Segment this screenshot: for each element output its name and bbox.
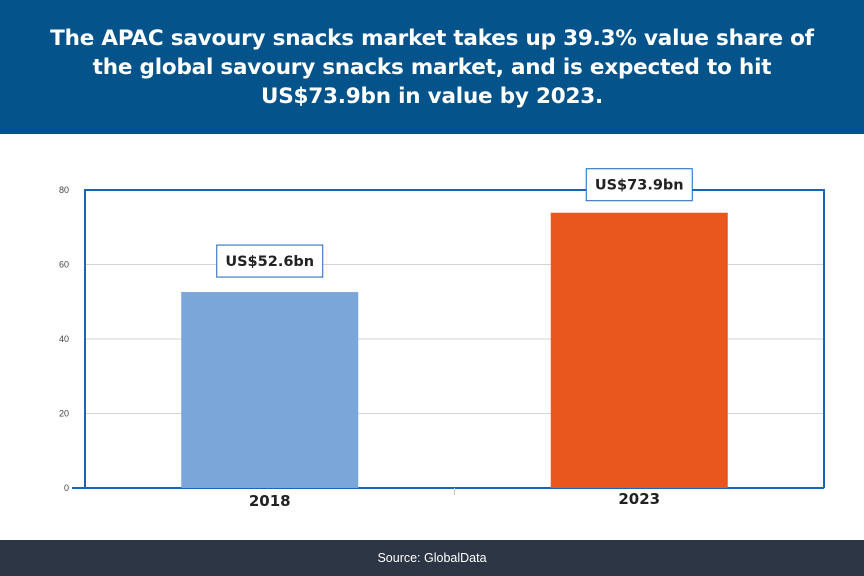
- x-category-label: 2023: [618, 490, 660, 508]
- y-tick-label: 60: [59, 260, 69, 270]
- data-label-box: [216, 244, 324, 278]
- chart-headline: The APAC savoury snacks market takes up …: [50, 25, 814, 109]
- y-tick-label: 20: [59, 409, 69, 419]
- bar-2023: [550, 212, 728, 488]
- data-label-box: [585, 168, 693, 202]
- header-banner: The APAC savoury snacks market takes up …: [0, 0, 864, 134]
- plot-border: [84, 189, 825, 488]
- source-note: Source: GlobalData: [377, 551, 487, 565]
- data-label: US$52.6bn: [225, 254, 314, 270]
- footer-bar: Source: GlobalData: [0, 540, 864, 576]
- x-category-label: 2018: [249, 492, 291, 510]
- chart-area: 0 20 40 60 80 2018 US$52.6bn 2023 US$73.9bn: [0, 134, 864, 540]
- bar-2018: [181, 292, 359, 488]
- y-tick-label: 0: [64, 483, 69, 493]
- y-tick-label: 40: [59, 334, 69, 344]
- data-label: US$73.9bn: [595, 178, 684, 194]
- y-tick-label: 80: [59, 185, 69, 195]
- bar-chart: 0 20 40 60 80 2018 US$52.6bn 2023 US$73.9bn: [59, 168, 825, 510]
